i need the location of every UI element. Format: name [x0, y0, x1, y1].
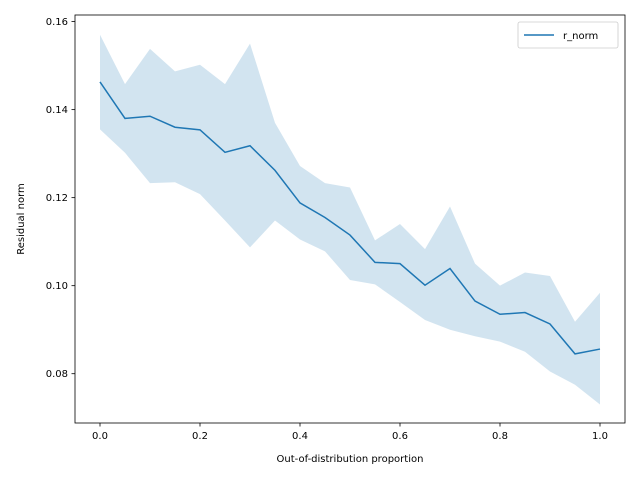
y-tick-label: 0.10 [46, 281, 68, 292]
x-tick-label: 0.0 [92, 431, 108, 442]
series-line-layer [99, 81, 601, 355]
plot-frame [74, 14, 626, 424]
x-axis-ticks: 0.0 0.2 0.4 0.6 0.8 1.0 [92, 423, 608, 442]
y-tick-label: 0.08 [46, 369, 68, 380]
x-tick-label: 0.4 [292, 431, 308, 442]
confidence-band-layer [100, 34, 600, 405]
legend-box [517, 21, 619, 49]
y-axis-title: Residual norm [16, 183, 27, 255]
x-axis-title: Out-of-distribution proportion [277, 454, 424, 465]
x-tick-label: 1.0 [592, 431, 608, 442]
confidence-band-r_norm [100, 34, 600, 405]
x-tick-label: 0.2 [192, 431, 208, 442]
legend-label-r_norm: r_norm [563, 31, 598, 42]
x-tick-label: 0.6 [392, 431, 408, 442]
y-tick-label: 0.14 [46, 105, 68, 116]
y-tick-label: 0.16 [46, 17, 68, 28]
y-axis-ticks: 0.08 0.10 0.12 0.14 0.16 [46, 17, 75, 380]
series-line-r_norm [99, 81, 601, 355]
legend: r_norm [517, 21, 619, 49]
x-tick-label: 0.8 [492, 431, 508, 442]
y-tick-label: 0.12 [46, 193, 68, 204]
